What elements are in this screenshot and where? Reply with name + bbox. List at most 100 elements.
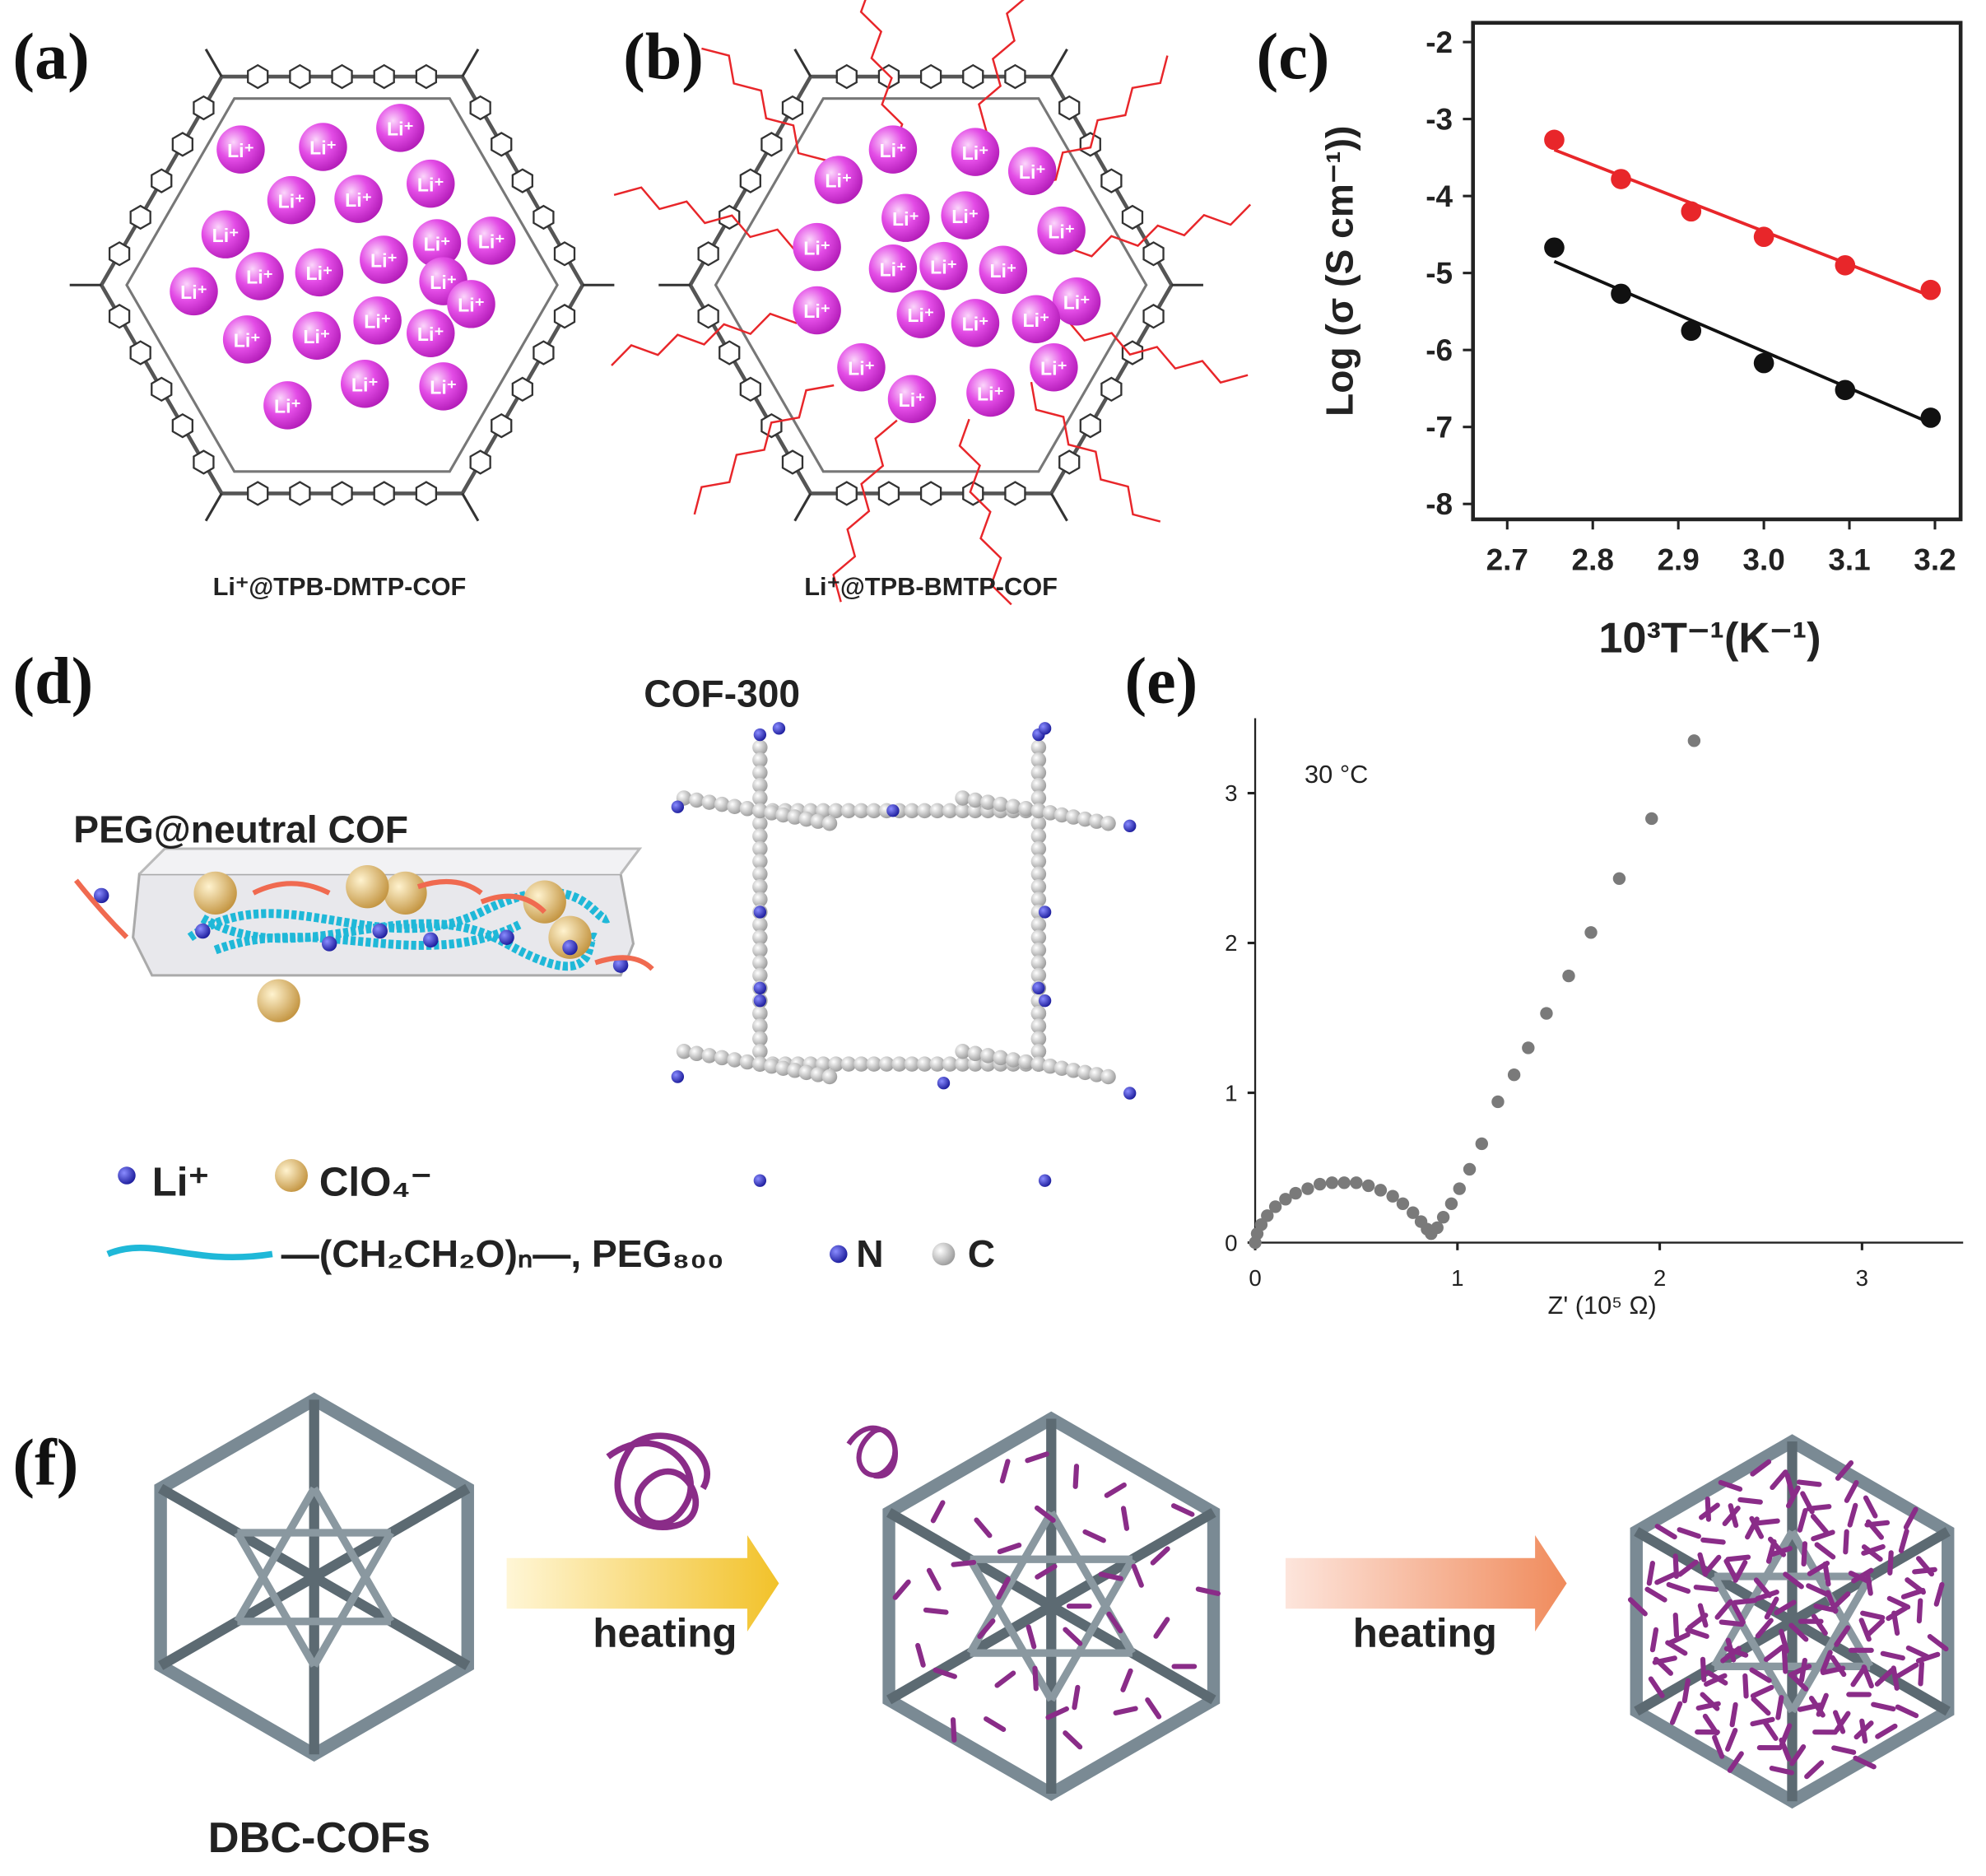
point bbox=[1463, 1162, 1477, 1176]
point bbox=[1374, 1184, 1388, 1197]
n-atom bbox=[753, 905, 767, 919]
x-tick-label: 3.2 bbox=[1914, 542, 1956, 576]
clo4 bbox=[257, 979, 300, 1022]
c-atom bbox=[739, 801, 756, 817]
x-tick-label: 3 bbox=[1856, 1265, 1868, 1291]
peg-segment bbox=[1811, 1613, 1828, 1636]
peg-segment bbox=[1742, 1673, 1749, 1699]
c-atom bbox=[1042, 1058, 1058, 1074]
c-atom bbox=[689, 1045, 705, 1062]
peg-segment bbox=[1035, 1563, 1058, 1580]
c-atom bbox=[752, 803, 768, 819]
li-ion bbox=[881, 193, 930, 242]
c-atom bbox=[993, 796, 1008, 812]
li-ion bbox=[1007, 147, 1057, 195]
n-atom bbox=[671, 800, 685, 813]
ion-label: Li⁺ bbox=[424, 234, 451, 255]
benzene bbox=[553, 241, 576, 267]
peg-segment bbox=[1880, 1650, 1905, 1661]
peg-segment bbox=[1686, 1613, 1709, 1631]
c-atom bbox=[917, 803, 933, 819]
peg-segment bbox=[1835, 1460, 1854, 1481]
peg-segment bbox=[1695, 1701, 1721, 1711]
n-atom bbox=[1123, 819, 1137, 833]
annotation: 30 °C bbox=[1305, 760, 1368, 789]
c-atom bbox=[1030, 840, 1047, 857]
c-atom bbox=[955, 803, 970, 819]
c-atom bbox=[866, 1056, 882, 1072]
c-atom bbox=[1030, 739, 1047, 756]
y-tick-label: 2 bbox=[1225, 930, 1237, 956]
peg-segment bbox=[1853, 1755, 1877, 1770]
x-tick-label: 1 bbox=[1451, 1265, 1463, 1291]
point bbox=[1584, 926, 1598, 939]
point bbox=[1835, 254, 1856, 276]
point bbox=[1254, 1218, 1268, 1231]
peg-segment bbox=[1847, 1502, 1858, 1528]
li-ion bbox=[951, 128, 1000, 176]
linker bbox=[461, 48, 480, 77]
li-ion bbox=[299, 123, 347, 171]
ion-label: Li⁺ bbox=[430, 272, 457, 293]
ion-label: Li⁺ bbox=[234, 330, 261, 351]
peg-segment bbox=[1725, 1554, 1751, 1562]
c-atom bbox=[904, 803, 920, 819]
li-ion bbox=[837, 343, 886, 392]
benzene bbox=[919, 63, 942, 90]
peg-segment bbox=[1681, 1678, 1691, 1704]
peg-segment bbox=[1654, 1524, 1677, 1540]
ion-label: Li⁺ bbox=[880, 258, 907, 280]
li-ion bbox=[235, 252, 284, 300]
n-atom bbox=[772, 722, 786, 735]
x-tick-label: 3.0 bbox=[1742, 542, 1784, 576]
cof-wall bbox=[234, 1486, 318, 1624]
c-atom bbox=[853, 1056, 869, 1072]
clo4 bbox=[346, 865, 389, 909]
peg-segment bbox=[1820, 1650, 1833, 1674]
legend-label: —(CH₂CH₂O)ₙ—, PEG₈₀₀ bbox=[281, 1232, 724, 1275]
y-tick-label: 3 bbox=[1225, 780, 1237, 806]
c-atom bbox=[752, 866, 768, 882]
c-atom bbox=[1042, 805, 1058, 821]
arrow bbox=[1285, 1535, 1567, 1632]
li bbox=[321, 936, 337, 952]
peg-segment bbox=[1666, 1581, 1691, 1594]
c-atom bbox=[764, 805, 779, 821]
point bbox=[1753, 352, 1774, 374]
peg-chain bbox=[859, 0, 904, 151]
c-atom bbox=[828, 1056, 844, 1072]
benzene bbox=[193, 95, 215, 121]
peg-chain bbox=[1064, 203, 1252, 258]
benzene bbox=[1004, 481, 1026, 506]
ion-label: Li⁺ bbox=[305, 263, 333, 284]
ion-label: Li⁺ bbox=[951, 206, 979, 227]
c-atom bbox=[1077, 811, 1093, 827]
c-atom bbox=[929, 803, 946, 819]
peg-segment bbox=[1804, 1760, 1825, 1780]
benzene bbox=[1058, 449, 1081, 475]
ion-label: Li⁺ bbox=[803, 237, 830, 258]
peg-segment bbox=[977, 1618, 996, 1640]
peg-segment bbox=[1830, 1591, 1851, 1611]
clo4 bbox=[384, 871, 427, 915]
peg-segment bbox=[1732, 1598, 1758, 1605]
benzene bbox=[719, 340, 741, 365]
c-atom bbox=[955, 790, 970, 806]
axes bbox=[1253, 718, 1964, 1244]
peg-segment bbox=[1646, 1561, 1655, 1586]
c-atom bbox=[752, 891, 768, 907]
point bbox=[1301, 1182, 1314, 1195]
peg-segment bbox=[1063, 1627, 1083, 1646]
li-ion bbox=[263, 381, 312, 430]
benzene bbox=[373, 481, 395, 506]
benzene bbox=[511, 168, 533, 193]
c-atom bbox=[879, 1056, 895, 1072]
c-atom bbox=[993, 1050, 1008, 1066]
c-atom bbox=[701, 1048, 718, 1064]
benzene bbox=[171, 412, 193, 439]
label: PEG@neutral COF bbox=[73, 808, 408, 850]
benzene bbox=[289, 481, 311, 506]
peg-chain bbox=[832, 419, 898, 603]
peg-chain bbox=[1030, 381, 1161, 523]
c-atom bbox=[1030, 803, 1047, 819]
